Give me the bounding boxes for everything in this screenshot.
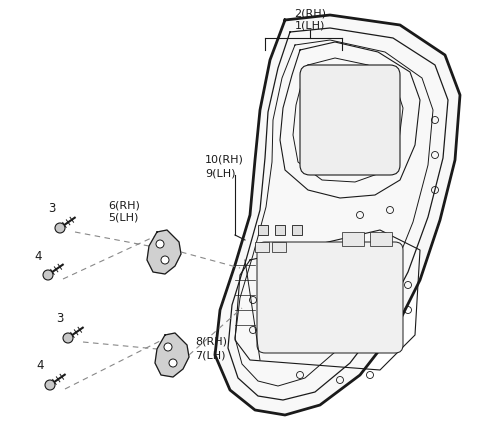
Bar — [370, 232, 392, 246]
Text: 5(LH): 5(LH) — [108, 213, 138, 223]
FancyBboxPatch shape — [257, 242, 403, 353]
Polygon shape — [155, 333, 189, 377]
Circle shape — [156, 240, 164, 248]
Text: 3: 3 — [56, 312, 64, 325]
Text: 10(RH): 10(RH) — [205, 155, 244, 165]
Polygon shape — [147, 230, 181, 274]
Bar — [292, 225, 302, 235]
Text: 3: 3 — [48, 202, 56, 215]
Bar — [255, 242, 269, 252]
Circle shape — [161, 256, 169, 264]
Circle shape — [45, 380, 55, 390]
Circle shape — [63, 333, 73, 343]
Text: 7(LH): 7(LH) — [195, 350, 226, 360]
FancyBboxPatch shape — [300, 65, 400, 175]
Bar — [342, 232, 364, 246]
Polygon shape — [215, 15, 460, 415]
Text: 8(RH): 8(RH) — [195, 337, 227, 347]
Circle shape — [55, 223, 65, 233]
Text: 1(LH): 1(LH) — [295, 20, 325, 30]
Text: 6(RH): 6(RH) — [108, 200, 140, 210]
Text: 4: 4 — [36, 359, 44, 372]
Bar — [258, 225, 268, 235]
Circle shape — [43, 270, 53, 280]
Circle shape — [169, 359, 177, 367]
Bar — [275, 225, 285, 235]
Text: 9(LH): 9(LH) — [205, 168, 236, 178]
Text: 2(RH): 2(RH) — [294, 8, 326, 18]
Text: 4: 4 — [34, 250, 42, 263]
Circle shape — [164, 343, 172, 351]
Bar — [272, 242, 286, 252]
